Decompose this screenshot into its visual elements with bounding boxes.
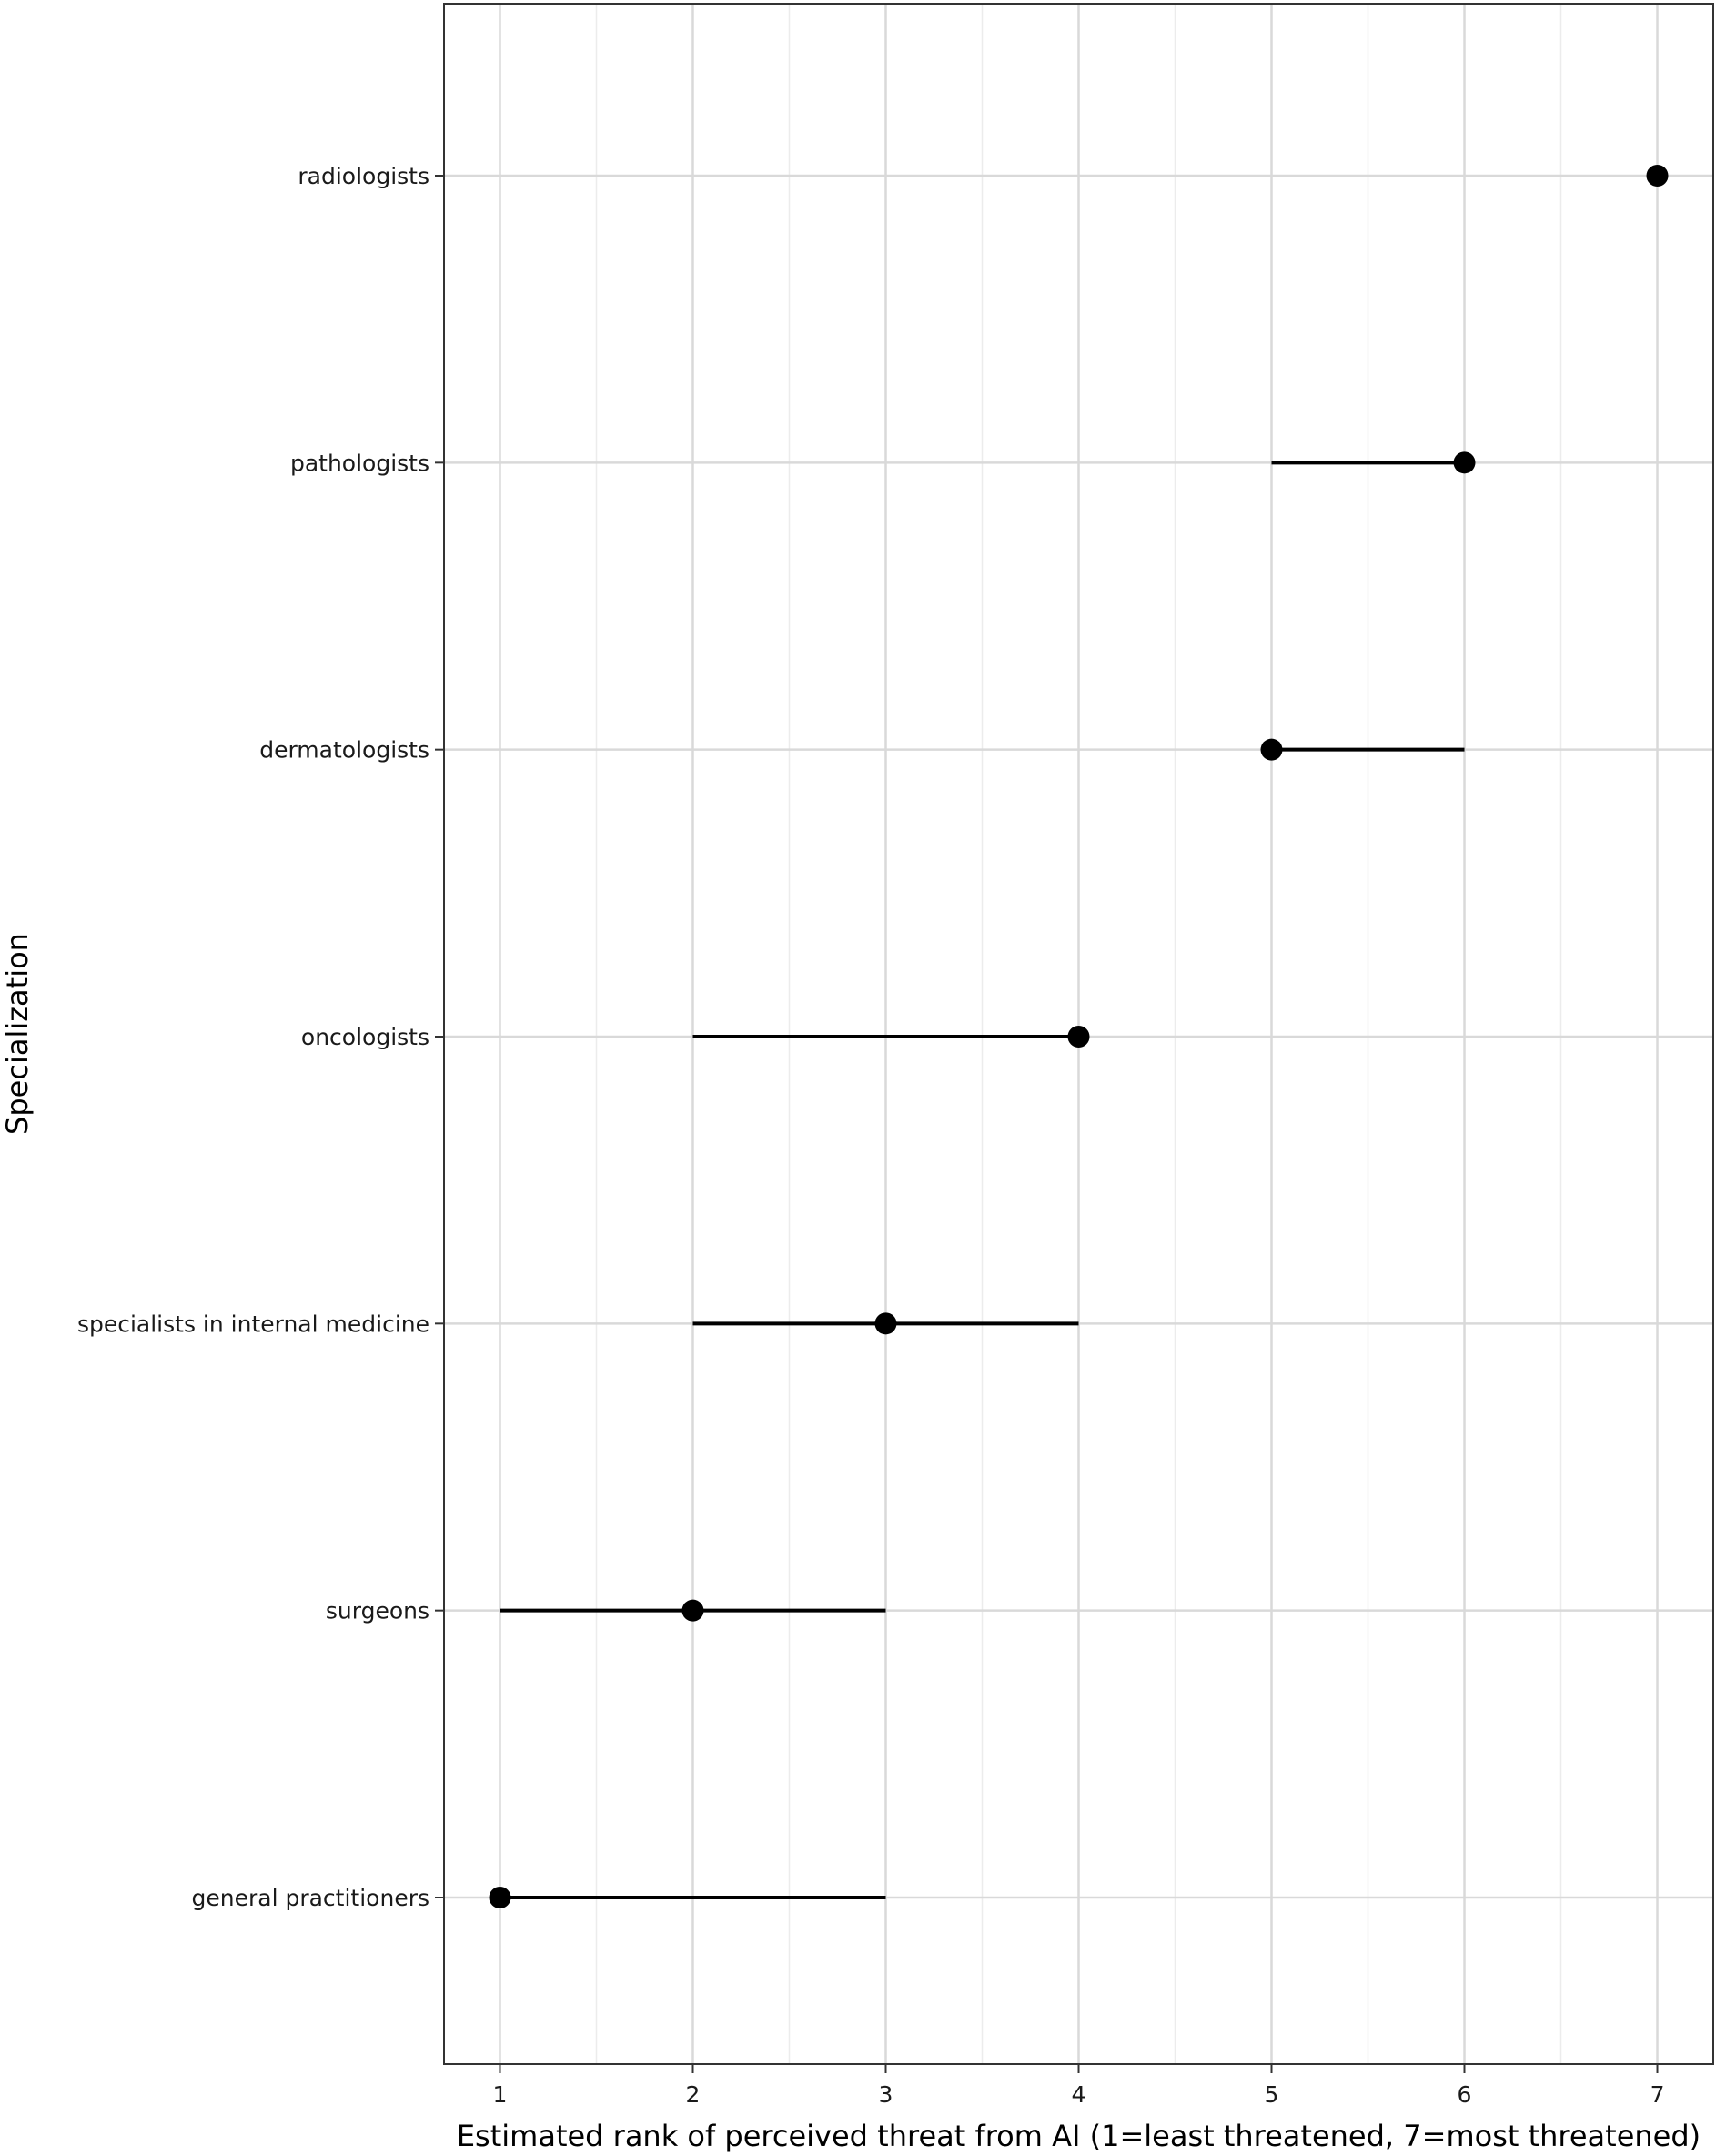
x-tick-label: 4	[1072, 2081, 1086, 2108]
estimate-point	[1453, 451, 1476, 474]
x-tick-label: 6	[1458, 2081, 1472, 2108]
y-tick-label: pathologists	[290, 450, 429, 476]
x-axis-ticks: 1 2 3 4 5 6 7	[493, 2064, 1665, 2108]
y-tick-label: dermatologists	[259, 737, 429, 764]
estimate-point	[1646, 165, 1669, 187]
x-tick-label: 2	[686, 2081, 701, 2108]
estimate-points	[489, 165, 1669, 1908]
grid-minor-lines	[595, 4, 1562, 2064]
estimate-point	[1067, 1026, 1090, 1048]
x-axis-title: Estimated rank of perceived threat from …	[457, 2119, 1701, 2153]
y-axis-title: Specialization	[0, 933, 35, 1135]
estimate-point	[874, 1312, 897, 1335]
x-tick-label: 3	[879, 2081, 893, 2108]
y-tick-label: surgeons	[326, 1598, 429, 1625]
y-axis-ticks: general practitioners surgeons specialists…	[77, 163, 444, 1911]
y-tick-label: radiologists	[298, 163, 429, 189]
estimate-point	[681, 1599, 704, 1622]
y-tick-label: oncologists	[301, 1024, 429, 1050]
estimate-point	[489, 1887, 511, 1908]
y-tick-label: general practitioners	[192, 1885, 430, 1911]
x-tick-label: 7	[1650, 2081, 1665, 2108]
x-tick-label: 5	[1265, 2081, 1279, 2108]
x-tick-label: 1	[493, 2081, 508, 2108]
y-tick-label: specialists in internal medicine	[77, 1311, 429, 1337]
estimate-point	[1260, 738, 1283, 761]
